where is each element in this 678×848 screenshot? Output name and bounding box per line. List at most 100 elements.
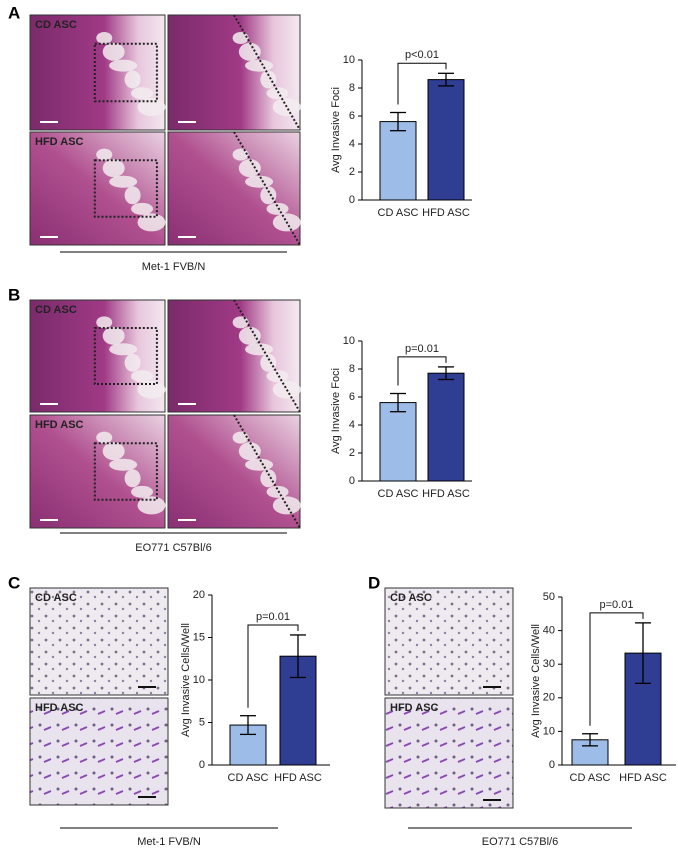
bar <box>379 121 417 201</box>
adipocyte <box>96 431 113 444</box>
bar <box>427 79 465 201</box>
caption: Met-1 FVB/N <box>137 836 201 848</box>
significance-label: p=0.01 <box>600 599 634 611</box>
adipocyte <box>109 458 138 471</box>
invasion-front <box>233 414 301 529</box>
significance-bracket <box>247 624 299 708</box>
adipocyte <box>266 485 289 498</box>
panel-label: A <box>8 3 20 22</box>
adipocyte <box>124 353 141 372</box>
adipocyte <box>266 370 289 383</box>
adipocyte <box>232 316 249 329</box>
significance-bracket <box>397 62 447 105</box>
image-label: CD ASC <box>390 592 432 604</box>
y-tick-label: 2 <box>349 447 355 459</box>
x-tick-label: CD ASC <box>378 207 419 219</box>
y-tick-label: 30 <box>543 658 555 670</box>
image-label: HFD ASC <box>390 702 439 714</box>
image-label: CD ASC <box>35 19 77 31</box>
adipocyte <box>245 458 274 471</box>
adipocyte <box>124 469 141 488</box>
panel-label: B <box>8 285 20 304</box>
inset-box <box>93 442 158 501</box>
adipocyte <box>102 159 125 178</box>
caption: EO771 C57Bl/6 <box>482 836 558 848</box>
invasion-front <box>233 299 301 413</box>
significance-label: p=0.01 <box>256 611 290 623</box>
adipocyte <box>238 159 261 178</box>
adipocyte <box>266 87 289 100</box>
y-tick-label: 6 <box>349 391 355 403</box>
adipocyte <box>272 98 301 116</box>
x-tick-label: CD ASC <box>228 772 269 784</box>
adipocyte <box>238 42 261 61</box>
y-tick-label: 40 <box>543 625 555 637</box>
y-tick-label: 50 <box>543 591 555 603</box>
adipocyte <box>137 213 166 232</box>
adipocyte <box>260 70 277 89</box>
caption: Met-1 FVB/N <box>142 261 206 273</box>
y-tick-label: 5 <box>199 716 205 728</box>
y-tick-label: 0 <box>349 475 355 487</box>
x-tick-label: HFD ASC <box>422 488 470 500</box>
y-tick-label: 0 <box>199 759 205 771</box>
significance-bracket <box>397 356 447 386</box>
micrograph <box>384 587 514 696</box>
adipocyte <box>109 175 138 188</box>
micrograph <box>29 587 169 696</box>
y-tick-label: 10 <box>343 335 355 347</box>
adipocyte <box>96 32 113 44</box>
micrograph <box>384 697 514 809</box>
y-tick-label: 6 <box>349 110 355 122</box>
adipocyte <box>245 175 274 188</box>
adipocyte <box>109 59 138 72</box>
adipocyte <box>137 380 166 399</box>
significance-label: p=0.01 <box>405 343 439 355</box>
y-tick-label: 4 <box>349 419 355 431</box>
bar <box>379 402 417 482</box>
adipocyte <box>131 87 154 100</box>
inset-box <box>93 159 158 218</box>
adipocyte <box>102 326 125 345</box>
adipocyte <box>124 186 141 205</box>
y-axis-label: Avg Invasive Foci <box>330 368 342 454</box>
panel-label: D <box>368 573 380 592</box>
x-tick-label: HFD ASC <box>274 772 322 784</box>
adipocyte <box>238 326 261 345</box>
adipocyte <box>260 469 277 488</box>
micrograph <box>29 697 169 806</box>
image-label: HFD ASC <box>35 702 84 714</box>
panel-label: C <box>8 573 20 592</box>
adipocyte <box>102 42 125 61</box>
y-tick-label: 10 <box>193 674 205 686</box>
significance-label: p<0.01 <box>405 49 439 61</box>
adipocyte <box>131 485 154 498</box>
adipocyte <box>232 32 249 44</box>
adipocyte <box>266 202 289 215</box>
inset-box <box>93 327 158 385</box>
adipocyte <box>137 496 166 515</box>
y-tick-label: 20 <box>193 589 205 601</box>
adipocyte <box>109 343 138 356</box>
image-label: CD ASC <box>35 592 77 604</box>
bar <box>427 372 465 482</box>
image-label: HFD ASC <box>35 419 84 431</box>
y-tick-label: 0 <box>549 759 555 771</box>
adipocyte <box>96 148 113 161</box>
y-tick-label: 10 <box>343 54 355 66</box>
y-tick-label: 8 <box>349 363 355 375</box>
y-tick-label: 15 <box>193 631 205 643</box>
adipocyte <box>238 442 261 461</box>
x-tick-label: CD ASC <box>570 772 611 784</box>
adipocyte <box>137 98 166 116</box>
y-tick-label: 10 <box>543 725 555 737</box>
y-axis-label: Avg Invasive Cells/Well <box>530 624 542 738</box>
adipocyte <box>96 316 113 329</box>
adipocyte <box>260 353 277 372</box>
image-label: HFD ASC <box>35 136 84 148</box>
y-tick-label: 4 <box>349 138 355 150</box>
adipocyte <box>260 186 277 205</box>
y-tick-label: 0 <box>349 194 355 206</box>
y-tick-label: 2 <box>349 166 355 178</box>
x-tick-label: CD ASC <box>378 488 419 500</box>
